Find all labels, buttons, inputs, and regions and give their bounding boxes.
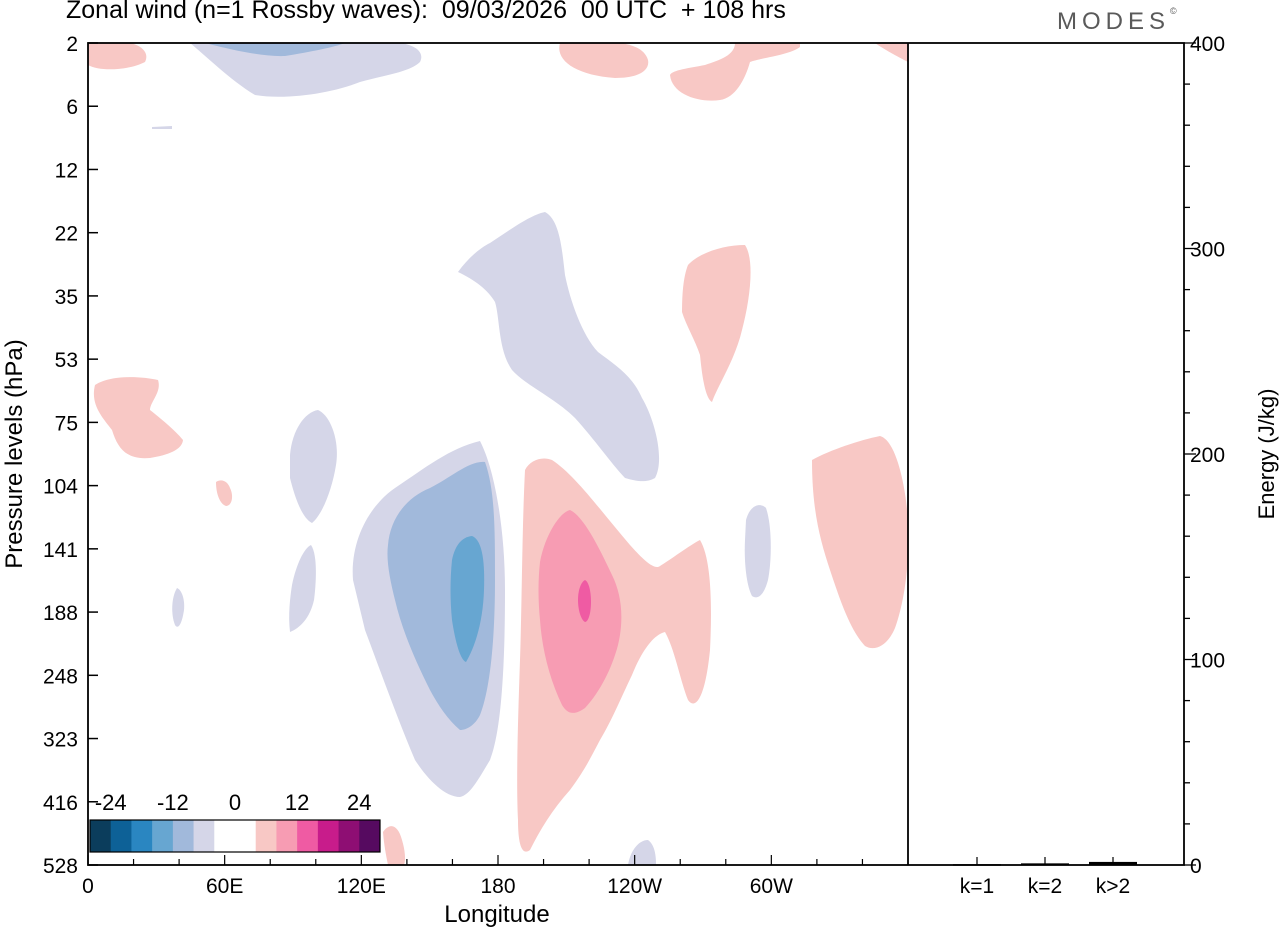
x-tick-label: 60E (206, 875, 243, 898)
x-tick-label: 60W (750, 875, 793, 898)
x-tick-label: 120E (337, 875, 386, 898)
y-tick-label: 53 (55, 349, 78, 372)
colorbar-swatch (359, 820, 381, 852)
chart-title: Zonal wind (n=1 Rossby waves): 09/03/202… (66, 0, 786, 24)
colorbar-swatch (276, 820, 298, 852)
y-tick-label: 248 (43, 665, 78, 688)
logo-mark: © (1170, 6, 1177, 16)
colorbar-swatch (193, 820, 215, 852)
energy-tick-label: 100 (1190, 650, 1225, 673)
contour-pos-left-blob (93, 377, 183, 459)
colorbar-tick-label: -12 (157, 790, 189, 815)
x-tick-label: 180 (480, 875, 515, 898)
contour-pos-topleft (88, 43, 147, 70)
colorbar: -24 -12 0 12 24 (89, 790, 381, 853)
contour-neg-ellipse-right (744, 505, 771, 598)
colorbar-swatch (338, 820, 360, 852)
contour-pos-top-right (670, 43, 800, 101)
bar-category-label: k=1 (960, 875, 994, 898)
colorbar-tick-label: 12 (285, 790, 309, 815)
colorbar-tick-label: 0 (229, 790, 241, 815)
contour-neg-oval-spike (289, 545, 316, 632)
contour-pos-main-inner (578, 580, 591, 622)
contour-neg-main-mid (387, 461, 495, 730)
colorbar-tick-label: 24 (347, 790, 371, 815)
colorbar-swatch (317, 820, 340, 852)
contour-neg-small-ellipse (172, 588, 185, 627)
contour-neg-bottom-small (628, 840, 656, 865)
energy-axis: 0 100 200 300 400 (1184, 33, 1225, 878)
colorbar-swatch (235, 820, 257, 852)
contour-pos-upper-right (682, 245, 751, 402)
energy-bars: k=1 k=2 k>2 (953, 857, 1137, 898)
colorbar-swatch (255, 820, 277, 852)
colorbar-frame (89, 819, 381, 853)
colorbar-swatch (110, 820, 132, 852)
y-tick-label: 12 (55, 159, 78, 182)
y-tick-label: 104 (43, 476, 78, 499)
contour-neg-small-dash (152, 126, 172, 129)
bar-category-label: k>2 (1096, 875, 1130, 898)
colorbar-swatch (214, 820, 236, 852)
contour-neg-diagonal (458, 212, 660, 482)
energy-tick-label: 300 (1190, 239, 1225, 262)
contour-neg-top-outer (190, 43, 422, 97)
colorbar-swatch (131, 820, 153, 852)
y-tick-label: 22 (55, 223, 78, 246)
y-axis-label: Pressure levels (hPa) (1, 339, 28, 568)
y-tick-label: 416 (43, 792, 78, 815)
energy-tick-label: 0 (1190, 855, 1202, 878)
y-tick-label: 6 (66, 96, 78, 119)
contour-field (88, 43, 908, 865)
logo-text: MODES (1057, 8, 1171, 35)
energy-axis-label: Energy (J/kg) (1254, 389, 1279, 520)
contour-pos-top-corner (875, 43, 908, 62)
x-axis-label: Longitude (444, 901, 549, 928)
x-tick-label: 120W (607, 875, 662, 898)
contour-neg-top-inner (205, 43, 345, 57)
y-tick-label: 188 (43, 602, 78, 625)
y-tick-label: 35 (55, 286, 78, 309)
modes-logo: MODES© (1057, 6, 1177, 36)
energy-tick-label: 400 (1190, 33, 1225, 56)
y-tick-label: 141 (43, 539, 78, 562)
energy-tick-label: 200 (1190, 444, 1225, 467)
colorbar-swatch (172, 820, 195, 852)
pressure-axis: 2 6 12 22 35 53 75 104 141 188 248 323 416 528 (43, 33, 98, 878)
contour-pos-bottom-small (383, 826, 406, 865)
y-tick-label: 528 (43, 855, 78, 878)
colorbar-swatch (90, 820, 112, 852)
colorbar-tick-label: -24 (95, 790, 127, 815)
y-tick-label: 75 (55, 412, 78, 435)
contour-pos-small-dot (216, 480, 233, 506)
y-tick-label: 2 (66, 33, 78, 56)
longitude-axis: 0 60E 120E 180 120W 60W (82, 855, 864, 898)
x-tick-label: 0 (82, 875, 94, 898)
colorbar-swatch (297, 820, 319, 852)
contour-pos-top-mid (559, 43, 649, 78)
contour-neg-oval-left (290, 410, 337, 523)
colorbar-swatch (152, 820, 174, 852)
contour-pos-right-blob (812, 436, 908, 649)
bar-category-label: k=2 (1028, 875, 1062, 898)
contour-neg-main-inner (450, 536, 485, 662)
y-tick-label: 323 (43, 729, 78, 752)
